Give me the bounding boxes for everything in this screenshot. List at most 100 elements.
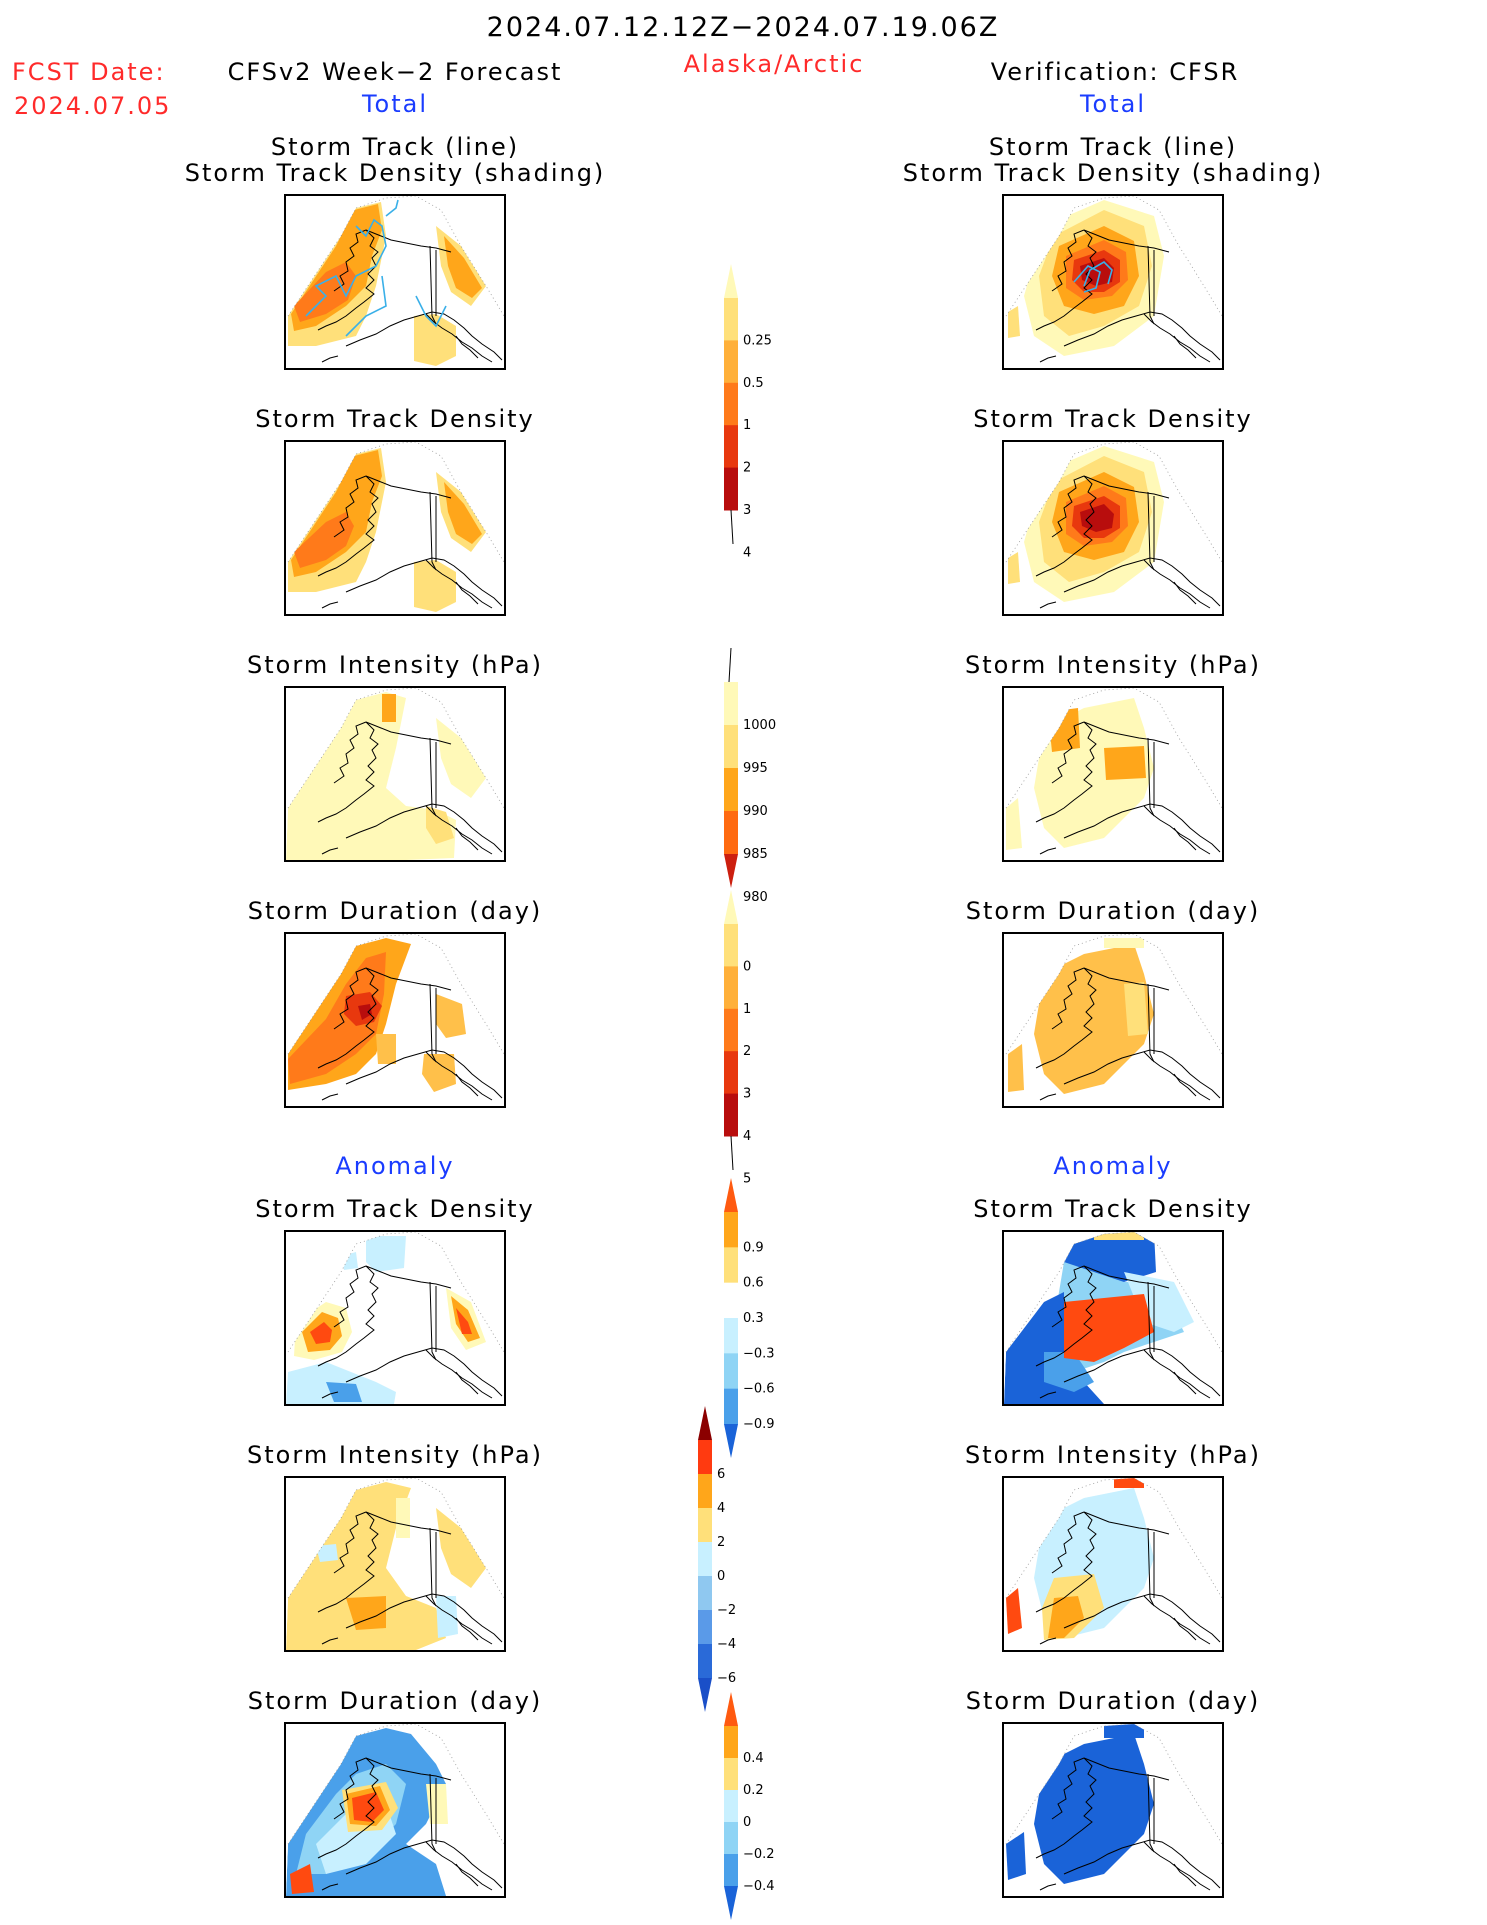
map-right-anomaly-intensity	[1002, 1476, 1224, 1652]
left-column-title: CFSv2 Week−2 Forecast	[227, 58, 563, 86]
coastline	[321, 355, 339, 363]
coastline	[1143, 1349, 1211, 1399]
coastline	[317, 1757, 379, 1859]
right-intensity-title: Storm Intensity (hPa)	[965, 651, 1261, 679]
shaded-region	[1006, 1588, 1022, 1634]
colorbar-tick-label: −0.3	[743, 1346, 775, 1361]
map-right-intensity	[1002, 686, 1224, 862]
shaded-region	[426, 1784, 448, 1824]
coastline	[1063, 1347, 1221, 1397]
colorbar-tick-label: 1000	[743, 718, 776, 733]
border-line	[429, 983, 437, 1063]
colorbar-anomaly-duration: 0.4 0.2 0 −0.2 −0.4	[724, 1692, 784, 1920]
colorbar-tick-label: 5	[743, 1171, 751, 1186]
coastline	[321, 1883, 339, 1891]
colorbar-top-arrow	[698, 1406, 712, 1440]
colorbar-segment	[724, 425, 738, 469]
shaded-region	[326, 1382, 362, 1402]
colorbar-segment	[698, 1610, 712, 1645]
map-left-anomaly-density	[284, 1230, 506, 1406]
colorbar-intensity: 1000 995 990 985 980	[724, 647, 784, 905]
left-density-title: Storm Track Density	[255, 405, 535, 433]
coastline	[345, 557, 503, 607]
fcst-label: FCST Date:	[12, 58, 166, 86]
colorbar-tick-label: 2	[743, 461, 751, 476]
coastline	[317, 229, 379, 331]
coastline	[1173, 827, 1197, 851]
map-right-density	[1002, 440, 1224, 616]
shaded-region	[342, 1252, 358, 1270]
colorbar-duration: 0 1 2 3 4 5	[724, 890, 784, 1186]
left-p1-title-line2: Storm Track Density (shading)	[184, 159, 606, 187]
coastline	[321, 847, 339, 855]
colorbar-tick-label: 2	[743, 1044, 751, 1059]
colorbar-segment	[724, 1318, 738, 1354]
coastline	[455, 1073, 479, 1097]
shaded-region	[396, 1498, 410, 1538]
shaded-region	[1006, 798, 1022, 850]
colorbar-tick-label: 0.3	[743, 1311, 764, 1326]
coastline	[455, 581, 479, 605]
coastline	[317, 475, 379, 577]
colorbar-top-arrow	[724, 264, 738, 298]
right-p1-title-line2: Storm Track Density (shading)	[902, 159, 1324, 187]
colorbar-top-arrow	[724, 1692, 738, 1726]
colorbar-tick-label: 0.9	[743, 1240, 764, 1255]
shaded-region	[352, 1792, 384, 1822]
coastline	[321, 1637, 339, 1645]
colorbar-segment	[724, 725, 738, 769]
map-left-anomaly-intensity	[284, 1476, 506, 1652]
border-line	[429, 737, 437, 817]
shaded-region	[426, 806, 454, 844]
coastline	[333, 967, 367, 1030]
coastline	[345, 1839, 503, 1889]
colorbar-segment	[698, 1508, 712, 1543]
left-intensity-title: Storm Intensity (hPa)	[247, 651, 543, 679]
right-anom-duration-title: Storm Duration (day)	[965, 1687, 1261, 1715]
coastline	[1051, 1511, 1085, 1574]
map-left-anomaly-duration	[284, 1722, 506, 1898]
colorbar-bottom-arrow	[724, 1886, 738, 1920]
coastline	[365, 229, 452, 253]
coastline	[455, 1371, 479, 1395]
left-total-label: Total	[361, 90, 429, 118]
storm-track-line	[415, 295, 447, 328]
colorbar-tick-label: 0	[743, 959, 751, 974]
coastline	[1173, 335, 1197, 359]
coastline	[321, 601, 339, 609]
coastline	[1051, 1265, 1085, 1328]
coastline	[455, 827, 479, 851]
coastline	[1173, 1863, 1197, 1887]
colorbar-tick-label: 985	[743, 847, 768, 862]
shaded-region	[436, 994, 466, 1038]
shaded-region	[1114, 1478, 1144, 1488]
left-anom-duration-title: Storm Duration (day)	[247, 1687, 543, 1715]
shaded-region	[1006, 1832, 1026, 1880]
right-density-title: Storm Track Density	[973, 405, 1253, 433]
map-left-density	[284, 440, 506, 616]
colorbar-tick-label: 0.4	[743, 1751, 764, 1766]
shaded-region	[346, 1596, 386, 1630]
colorbar-tick-label: 0	[717, 1569, 725, 1584]
coastline	[345, 311, 503, 361]
colorbar-segment	[698, 1644, 712, 1679]
coastline	[333, 721, 367, 784]
coastline	[1035, 721, 1097, 823]
colorbar-tick-label: −4	[717, 1637, 736, 1652]
right-anom-density-title: Storm Track Density	[973, 1195, 1253, 1223]
colorbar-segment	[724, 966, 738, 1010]
coastline	[333, 1265, 367, 1328]
left-anom-intensity-title: Storm Intensity (hPa)	[247, 1441, 543, 1469]
shaded-region	[1124, 1272, 1194, 1332]
colorbar-tick-label: −0.9	[743, 1417, 775, 1432]
colorbar-segment	[724, 1008, 738, 1052]
colorbar-tick-label: 0.5	[743, 376, 764, 391]
coastline	[1083, 475, 1170, 499]
border-line	[429, 1773, 437, 1853]
left-duration-title: Storm Duration (day)	[247, 897, 543, 925]
coastline	[1051, 1757, 1085, 1820]
border-line	[1147, 1281, 1155, 1361]
storm-track-line	[345, 275, 387, 337]
coastline	[1035, 1757, 1097, 1859]
shaded-region	[290, 1864, 314, 1894]
